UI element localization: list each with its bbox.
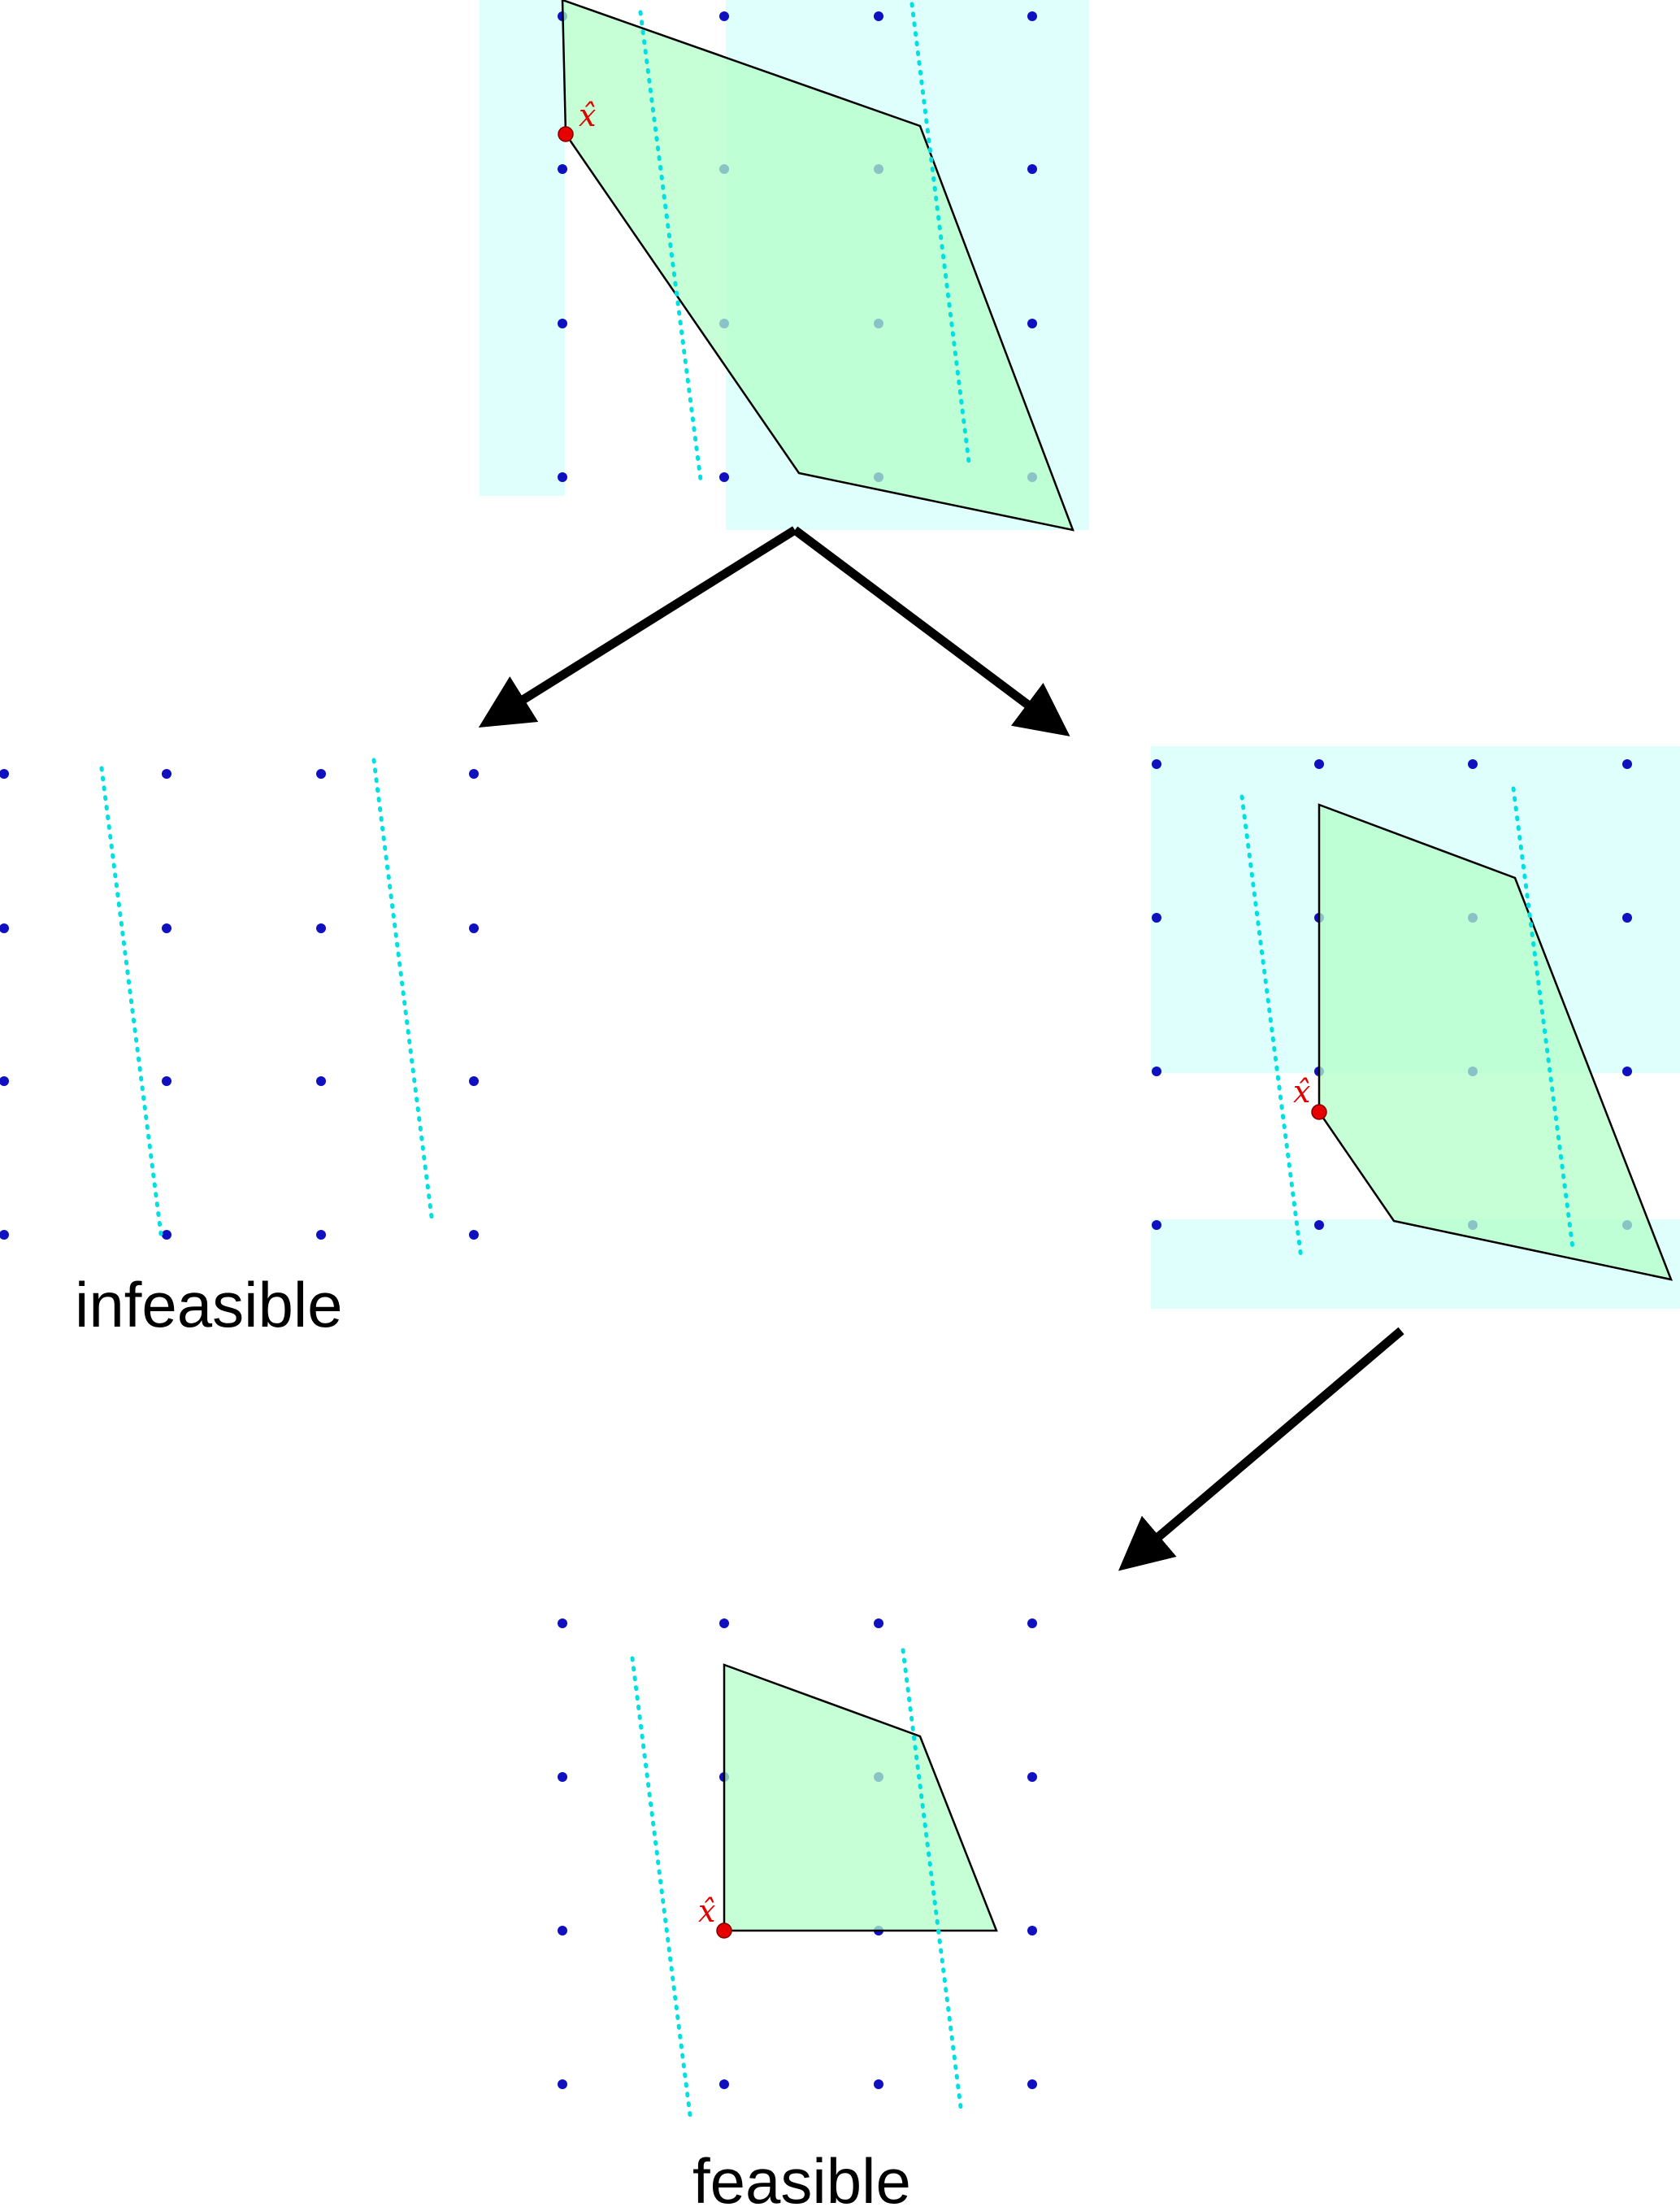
lattice-point (719, 472, 729, 482)
lattice-point (558, 319, 567, 328)
lattice-point (0, 1230, 9, 1240)
branch-arrow-down (1118, 1327, 1404, 1571)
lattice-point (1314, 759, 1324, 769)
lattice-point (469, 923, 479, 933)
lattice-point (1152, 759, 1161, 769)
lattice-point (316, 923, 326, 933)
lattice-point (316, 1076, 326, 1086)
lattice-point (469, 769, 479, 779)
lattice-point (1027, 319, 1037, 328)
lattice-point (1468, 759, 1478, 769)
lp-solution-label: x̂ (1293, 1074, 1310, 1110)
branch-region-left (480, 0, 565, 496)
lattice-point (1622, 913, 1632, 923)
lattice-point (162, 923, 171, 933)
branch-arrow-left (478, 526, 797, 728)
lattice-point (1027, 164, 1037, 174)
cut-line (1239, 794, 1304, 1261)
lattice-point (1152, 1220, 1161, 1230)
lattice-point (1622, 1067, 1632, 1076)
integer-solution-label: x̂ (698, 1893, 715, 1929)
lattice-point (1027, 1772, 1037, 1782)
lp-solution-point (1311, 1104, 1327, 1120)
lattice-point (0, 1076, 9, 1086)
relaxation-polygon (561, 0, 1074, 532)
lattice-point (0, 769, 9, 779)
lattice-point (162, 1230, 171, 1240)
infeasible-label: infeasible (75, 1269, 343, 1340)
lattice-point (316, 769, 326, 779)
lattice-point (1027, 1618, 1037, 1628)
relaxation-polygon (1318, 803, 1673, 1281)
lattice-point (1027, 11, 1037, 21)
branch-arrow-right (792, 526, 1070, 736)
lattice-point (558, 1926, 567, 1935)
lattice-point (1152, 1067, 1161, 1076)
lattice-point (558, 1772, 567, 1782)
lattice-point (558, 164, 567, 174)
feasible-polygon (723, 1663, 998, 1932)
lattice-point (469, 1230, 479, 1240)
feasible-label: feasible (692, 2145, 911, 2207)
lattice-point (0, 923, 9, 933)
infeasible-panel: infeasible (0, 758, 479, 1340)
lattice-point (719, 1618, 729, 1628)
lattice-points (0, 769, 479, 1240)
root-panel: x̂ (480, 0, 1089, 532)
feasible-panel: x̂ feasible (558, 1618, 1037, 2207)
lattice-point (874, 11, 883, 21)
lattice-point (1314, 1220, 1324, 1230)
cut-line (638, 10, 703, 482)
cut-line (1511, 786, 1575, 1250)
cut-line (901, 1648, 964, 2116)
cut-line (630, 1656, 693, 2124)
lattice-point (558, 1618, 567, 1628)
right-child-panel: x̂ (1151, 746, 1680, 1309)
lattice-point (874, 2079, 883, 2089)
cut-line (909, 2, 971, 464)
cut-line (99, 766, 163, 1236)
lattice-point (874, 1618, 883, 1628)
lattice-point (1027, 2079, 1037, 2089)
cut-line (371, 758, 435, 1226)
lp-solution-label: x̂ (579, 98, 596, 133)
lattice-point (162, 1076, 171, 1086)
lattice-point (469, 1076, 479, 1086)
lattice-point (1027, 1926, 1037, 1935)
lattice-point (719, 2079, 729, 2089)
lattice-point (1152, 913, 1161, 923)
lattice-point (558, 472, 567, 482)
integer-solution-point (716, 1922, 732, 1939)
lattice-point (558, 2079, 567, 2089)
lattice-point (1622, 759, 1632, 769)
lp-solution-point (558, 126, 574, 142)
lattice-point (162, 769, 171, 779)
lattice-point (316, 1230, 326, 1240)
lattice-point (719, 11, 729, 21)
